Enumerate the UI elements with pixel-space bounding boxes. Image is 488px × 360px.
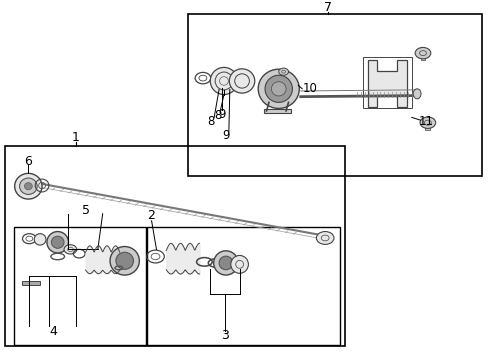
Ellipse shape	[213, 251, 238, 275]
Ellipse shape	[47, 231, 68, 253]
Circle shape	[316, 231, 333, 244]
Text: 8: 8	[213, 109, 221, 122]
Ellipse shape	[210, 67, 237, 95]
Ellipse shape	[229, 69, 254, 93]
Bar	[362, 57, 411, 108]
Text: 2: 2	[146, 209, 154, 222]
Bar	[425, 124, 429, 130]
Text: 7: 7	[323, 1, 331, 14]
Ellipse shape	[34, 234, 46, 245]
Ellipse shape	[219, 256, 232, 270]
Bar	[21, 282, 40, 285]
Ellipse shape	[24, 183, 32, 190]
Text: 11: 11	[418, 115, 433, 128]
Polygon shape	[367, 60, 406, 107]
Ellipse shape	[110, 247, 139, 275]
Ellipse shape	[51, 236, 64, 248]
Text: 9: 9	[222, 129, 229, 143]
Circle shape	[278, 68, 288, 75]
Ellipse shape	[20, 178, 37, 194]
Bar	[14, 227, 145, 345]
Circle shape	[419, 117, 435, 129]
Text: 10: 10	[303, 82, 317, 95]
Ellipse shape	[271, 82, 285, 96]
Text: 4: 4	[50, 325, 58, 338]
Bar	[146, 227, 339, 345]
Ellipse shape	[116, 252, 133, 269]
Bar	[5, 146, 344, 346]
Text: 1: 1	[72, 131, 80, 144]
Bar	[188, 14, 481, 176]
Ellipse shape	[15, 174, 42, 199]
Ellipse shape	[230, 256, 248, 273]
Text: 8: 8	[207, 115, 215, 128]
Bar	[420, 55, 425, 60]
Circle shape	[414, 48, 430, 59]
Bar	[264, 109, 290, 113]
Ellipse shape	[258, 69, 299, 108]
Text: 6: 6	[24, 155, 32, 168]
Circle shape	[64, 245, 77, 254]
Ellipse shape	[412, 89, 420, 99]
Text: 3: 3	[221, 329, 228, 342]
Text: 9: 9	[217, 108, 225, 121]
Text: 5: 5	[81, 204, 89, 217]
Ellipse shape	[264, 75, 292, 102]
